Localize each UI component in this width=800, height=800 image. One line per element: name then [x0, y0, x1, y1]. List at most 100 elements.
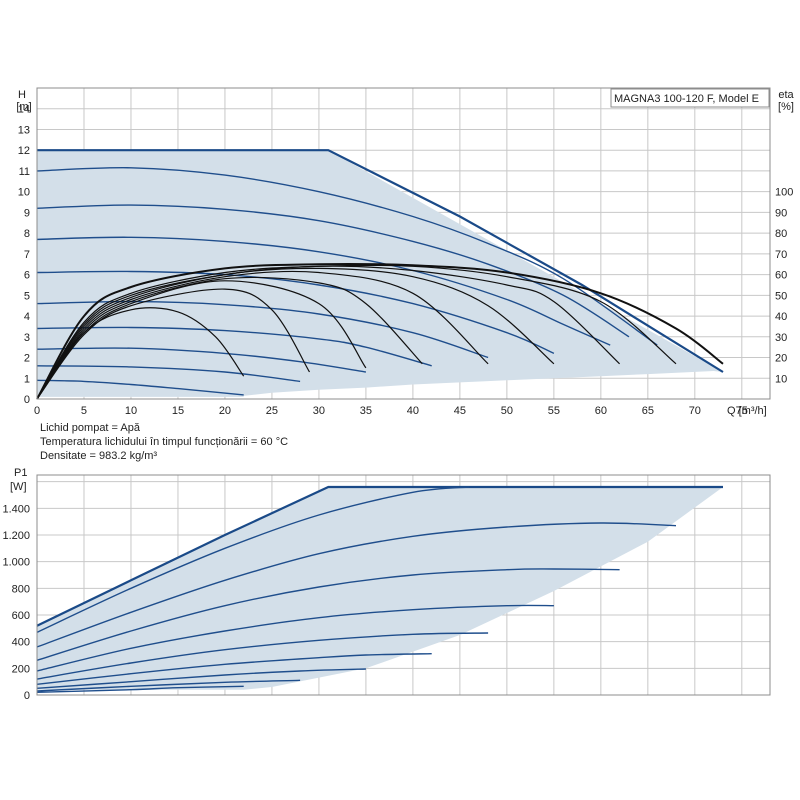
power-curves [36, 485, 723, 693]
head-curve [36, 204, 630, 338]
head-tick-label: 14 [18, 104, 30, 116]
power-tick-label: 200 [12, 663, 30, 675]
head-tick-label: 4 [24, 311, 30, 323]
power-curve [36, 679, 301, 692]
power-tick-label: 1.000 [2, 557, 30, 569]
flow-tick-label: 30 [313, 405, 325, 417]
head-curve [36, 326, 432, 367]
efficiency-curve [36, 270, 489, 400]
head-tick-label: 2 [24, 353, 30, 365]
power-tick-label: 1.200 [2, 530, 30, 542]
head-tick-label: 12 [18, 145, 30, 157]
flow-tick-label: 60 [595, 405, 607, 417]
flow-tick-label: 45 [454, 405, 466, 417]
head-tick-label: 7 [24, 249, 30, 261]
efficiency-tick-label: 100 [775, 187, 793, 199]
power-curve [36, 632, 489, 680]
head-curve [36, 236, 611, 346]
head-tick-label: 6 [24, 270, 30, 282]
efficiency-tick-label: 90 [775, 207, 787, 219]
flow-tick-label: 15 [172, 405, 184, 417]
flow-axis-label: Q [m³/h] [727, 405, 767, 417]
efficiency-tick-labels: 10 20 30 40 50 60 70 80 90 100 [775, 187, 793, 386]
head-tick-label: 3 [24, 332, 30, 344]
head-curve [36, 167, 658, 346]
head-tick-label: 5 [24, 290, 30, 302]
efficiency-tick-label: 80 [775, 228, 787, 240]
efficiency-tick-label: 60 [775, 270, 787, 282]
efficiency-tick-label: 10 [775, 373, 787, 385]
flow-tick-label: 25 [266, 405, 278, 417]
efficiency-curve [36, 262, 724, 400]
head-x-tick-labels: 0 5 10 15 20 25 30 35 40 45 50 55 60 65 70 75 [34, 405, 748, 417]
power-tick-label: 400 [12, 637, 30, 649]
efficiency-curves [36, 262, 724, 400]
head-curve [36, 365, 301, 383]
power-plot-frame [36, 474, 771, 696]
power-envelope-area [37, 487, 723, 690]
efficiency-tick-label: 40 [775, 311, 787, 323]
head-tick-label: 0 [24, 394, 30, 406]
head-curve [36, 270, 555, 355]
head-curve [36, 347, 367, 373]
power-curve [36, 486, 470, 633]
head-tick-label: 11 [19, 166, 30, 178]
efficiency-curve [36, 307, 245, 400]
head-tick-label: 8 [24, 228, 30, 240]
flow-tick-label: 35 [360, 405, 372, 417]
head-axis-unit: [m] [16, 101, 31, 113]
note-liquid-temperature: Temperatura lichidului în timpul funcțio… [40, 436, 288, 448]
efficiency-tick-label: 20 [775, 353, 787, 365]
note-density: Densitate = 983.2 kg/m³ [40, 450, 157, 462]
head-tick-label: 13 [18, 124, 30, 136]
head-plot-frame [36, 87, 771, 400]
power-tick-label: 600 [12, 610, 30, 622]
power-axis-unit: [W] [10, 481, 27, 493]
efficiency-tick-label: 70 [775, 249, 787, 261]
flow-tick-label: 75 [736, 405, 748, 417]
flow-tick-label: 40 [407, 405, 419, 417]
head-curve [36, 379, 244, 396]
power-curve [36, 485, 723, 627]
power-curve [36, 604, 554, 672]
power-curve [36, 568, 620, 661]
head-tick-label: 10 [18, 187, 30, 199]
power-tick-label: 0 [24, 690, 30, 702]
legend-box [610, 88, 770, 108]
efficiency-tick-label: 30 [775, 332, 787, 344]
flow-tick-label: 10 [125, 405, 137, 417]
legend-text: MAGNA3 100-120 F, Model E [614, 93, 759, 105]
head-flow-chart: 0 5 10 15 20 25 30 35 40 45 50 55 60 65 70 75 012345678… [16, 87, 795, 417]
efficiency-axis-label: eta [778, 89, 794, 101]
efficiency-curve [36, 288, 311, 400]
flow-tick-label: 70 [689, 405, 701, 417]
fluid-notes: Lichid pompat = Apă Temperatura lichidul… [40, 422, 288, 462]
power-tick-label: 800 [12, 583, 30, 595]
power-tick-label: 1.400 [2, 503, 30, 515]
note-pumped-liquid: Lichid pompat = Apă [40, 422, 141, 434]
power-axis-label: P1 [14, 467, 27, 479]
head-tick-label: 9 [24, 207, 30, 219]
head-curves [36, 149, 724, 396]
flow-tick-label: 65 [642, 405, 654, 417]
head-curve [37, 149, 724, 373]
power-flow-chart: 0 200 400 600 800 1.000 1.200 1.400 P1 [W] [2, 467, 771, 702]
efficiency-axis-unit: [%] [778, 101, 794, 113]
head-envelope-area [37, 150, 723, 397]
power-curve [36, 685, 244, 693]
flow-tick-label: 5 [81, 405, 87, 417]
efficiency-curve [36, 265, 621, 400]
flow-tick-label: 55 [548, 405, 560, 417]
power-curve [36, 522, 677, 648]
power-y-tick-labels: 0 200 400 600 800 1.000 1.200 1.400 [2, 503, 30, 702]
power-curve [36, 668, 366, 689]
power-curve [36, 653, 432, 685]
flow-tick-label: 50 [501, 405, 513, 417]
flow-tick-label: 0 [34, 405, 40, 417]
flow-tick-label: 20 [219, 405, 231, 417]
efficiency-curve [36, 276, 423, 400]
head-axis-label: H [18, 89, 26, 101]
efficiency-tick-label: 50 [775, 290, 787, 302]
